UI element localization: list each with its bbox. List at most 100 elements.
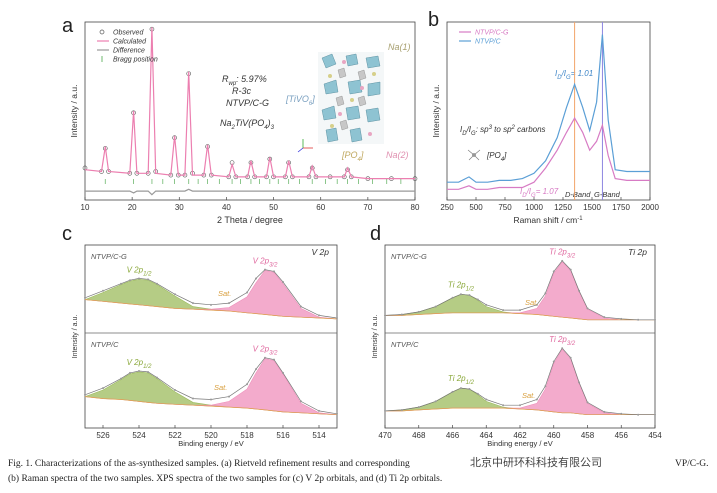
envelope-point — [434, 400, 437, 403]
envelope-point — [552, 360, 555, 363]
x-tick-label: 750 — [498, 203, 512, 212]
panel-title: Ti 2p — [628, 247, 647, 257]
x-tick-label: 470 — [378, 431, 392, 440]
structure-inset — [297, 52, 384, 153]
series-line — [84, 27, 415, 180]
series-line — [447, 116, 650, 190]
text-part: 3/2 — [567, 254, 576, 260]
legend-label: Difference — [113, 48, 145, 55]
subplot-label: NTVP/C-G — [391, 252, 427, 261]
envelope-point — [451, 296, 454, 299]
plot-frame — [84, 21, 416, 201]
po4-raman: [PO4] — [486, 151, 507, 163]
space-group: R-3c — [232, 86, 252, 96]
envelope-point — [519, 309, 521, 312]
po4-label: [PO4] — [341, 150, 364, 163]
panel-letter: b — [428, 9, 439, 31]
envelope-point — [459, 387, 462, 390]
envelope-point — [384, 314, 386, 317]
envelope-point — [84, 393, 86, 396]
text-part: V 2p — [253, 257, 270, 266]
envelope-point — [637, 318, 640, 321]
envelope-point — [578, 381, 581, 384]
envelope-point — [228, 302, 230, 305]
x-tick-label: 250 — [440, 203, 454, 212]
envelope-point — [476, 392, 479, 395]
envelope-point — [561, 347, 564, 350]
observed-point — [248, 160, 254, 165]
x-tick-label: 456 — [615, 431, 629, 440]
envelope-point — [264, 268, 266, 271]
peak-label: Ti 2p3/2 — [549, 248, 576, 260]
x-tick-label: 466 — [446, 431, 460, 440]
envelope-point — [192, 302, 194, 305]
text-part: Ti 2p — [448, 280, 466, 289]
x-axis-label: 2 Theta / degree — [217, 215, 283, 225]
series-line — [447, 34, 650, 183]
envelope-point — [476, 298, 479, 301]
text-part: Ti 2p — [549, 248, 567, 257]
envelope-point — [300, 400, 302, 403]
envelope-point — [264, 356, 266, 359]
envelope-point — [637, 413, 640, 416]
envelope-point — [273, 270, 275, 273]
envelope-point — [654, 318, 656, 321]
peak-label: Ti 2p3/2 — [549, 335, 576, 347]
envelope — [384, 347, 655, 416]
ratio-cg: ID/IG= 1.07 — [520, 187, 559, 199]
ratio-c: ID/IG= 1.01 — [555, 69, 593, 81]
subplot-label: NTVP/C — [91, 340, 119, 349]
envelope-point — [535, 303, 538, 306]
caption-line1-end: VP/C-G. — [675, 459, 709, 469]
na2-label: Na(2) — [386, 150, 409, 160]
envelope-point — [417, 406, 420, 409]
envelope-point — [102, 387, 104, 390]
tivo6-label: [TiVO6] — [285, 94, 315, 107]
baseline — [84, 299, 338, 320]
envelope-point — [552, 270, 555, 273]
envelope-point — [246, 291, 248, 294]
envelope-point — [138, 277, 140, 280]
envelope-point — [603, 316, 606, 319]
envelope-point — [519, 404, 521, 407]
text-part: Ti 2p — [448, 374, 466, 383]
x-axis-label: Raman shift / cm-1 — [513, 215, 583, 225]
envelope-point — [174, 293, 176, 296]
x-tick-label: 526 — [96, 431, 110, 440]
envelope-point — [300, 305, 302, 308]
fitted-peak — [384, 387, 655, 415]
observed-point — [267, 156, 273, 162]
envelope-point — [384, 409, 386, 412]
envelope-point — [336, 317, 338, 320]
legend-label: NTVP/C — [475, 39, 502, 46]
baseline — [385, 407, 655, 416]
series-line — [85, 188, 415, 196]
text-part: 3/2 — [567, 341, 576, 347]
text-part: 1/2 — [143, 364, 152, 370]
x-tick-label: 20 — [128, 203, 137, 212]
panel-letter: c — [62, 223, 72, 245]
envelope-point — [417, 310, 420, 313]
panel-letter: a — [62, 15, 74, 37]
legend-label: Observed — [113, 30, 144, 37]
x-tick-label: 50 — [269, 203, 278, 212]
panel-letter: d — [370, 223, 381, 245]
envelope-point — [318, 314, 320, 317]
envelope-point — [192, 397, 194, 400]
panel-title: V 2p — [312, 247, 330, 257]
x-tick-label: 1500 — [583, 203, 601, 212]
x-tick-label: 514 — [312, 431, 326, 440]
envelope-point — [102, 289, 104, 292]
sat-label: Sat. — [525, 298, 538, 307]
plot-frame — [384, 244, 656, 429]
x-tick-label: 500 — [469, 203, 483, 212]
caption-line1: Fig. 1. Characterizations of the as-synt… — [8, 458, 410, 469]
ratio-meaning: ID/IG: sp3 to sp2 carbons — [460, 125, 546, 137]
y-axis-label: Intensity / a.u. — [69, 85, 79, 138]
x-tick-label: 522 — [168, 431, 182, 440]
envelope-point — [502, 404, 505, 407]
subplot-label: NTVP/C — [391, 340, 419, 349]
x-tick-label: 520 — [204, 431, 218, 440]
envelope-point — [282, 371, 284, 374]
